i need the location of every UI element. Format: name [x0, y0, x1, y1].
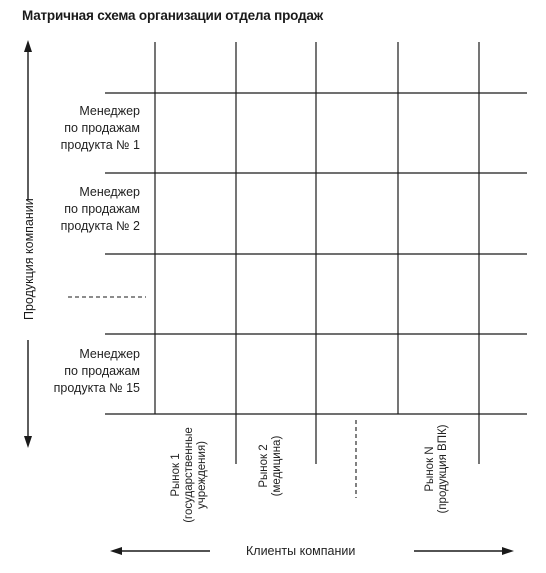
- y-axis-arrow: [24, 40, 32, 448]
- column-label-market-2: Рынок 2 (медицина): [258, 435, 283, 497]
- column-label-market-n: Рынок N (продукция ВПК): [424, 424, 449, 514]
- x-axis-arrow: [110, 547, 514, 555]
- column-label-market-1: Рынок 1 (государственные учреждения): [170, 427, 208, 523]
- row-label-product-2: Менеджер по продажам продукта № 2: [60, 185, 140, 233]
- y-axis-label: Продукция компании: [22, 198, 36, 320]
- x-axis-label: Клиенты компании: [246, 544, 356, 558]
- row-label-product-15: Менеджер по продажам продукта № 15: [53, 347, 140, 395]
- diagram-title: Матричная схема организации отдела прода…: [22, 8, 324, 23]
- row-label-product-1: Менеджер по продажам продукта № 1: [60, 104, 140, 152]
